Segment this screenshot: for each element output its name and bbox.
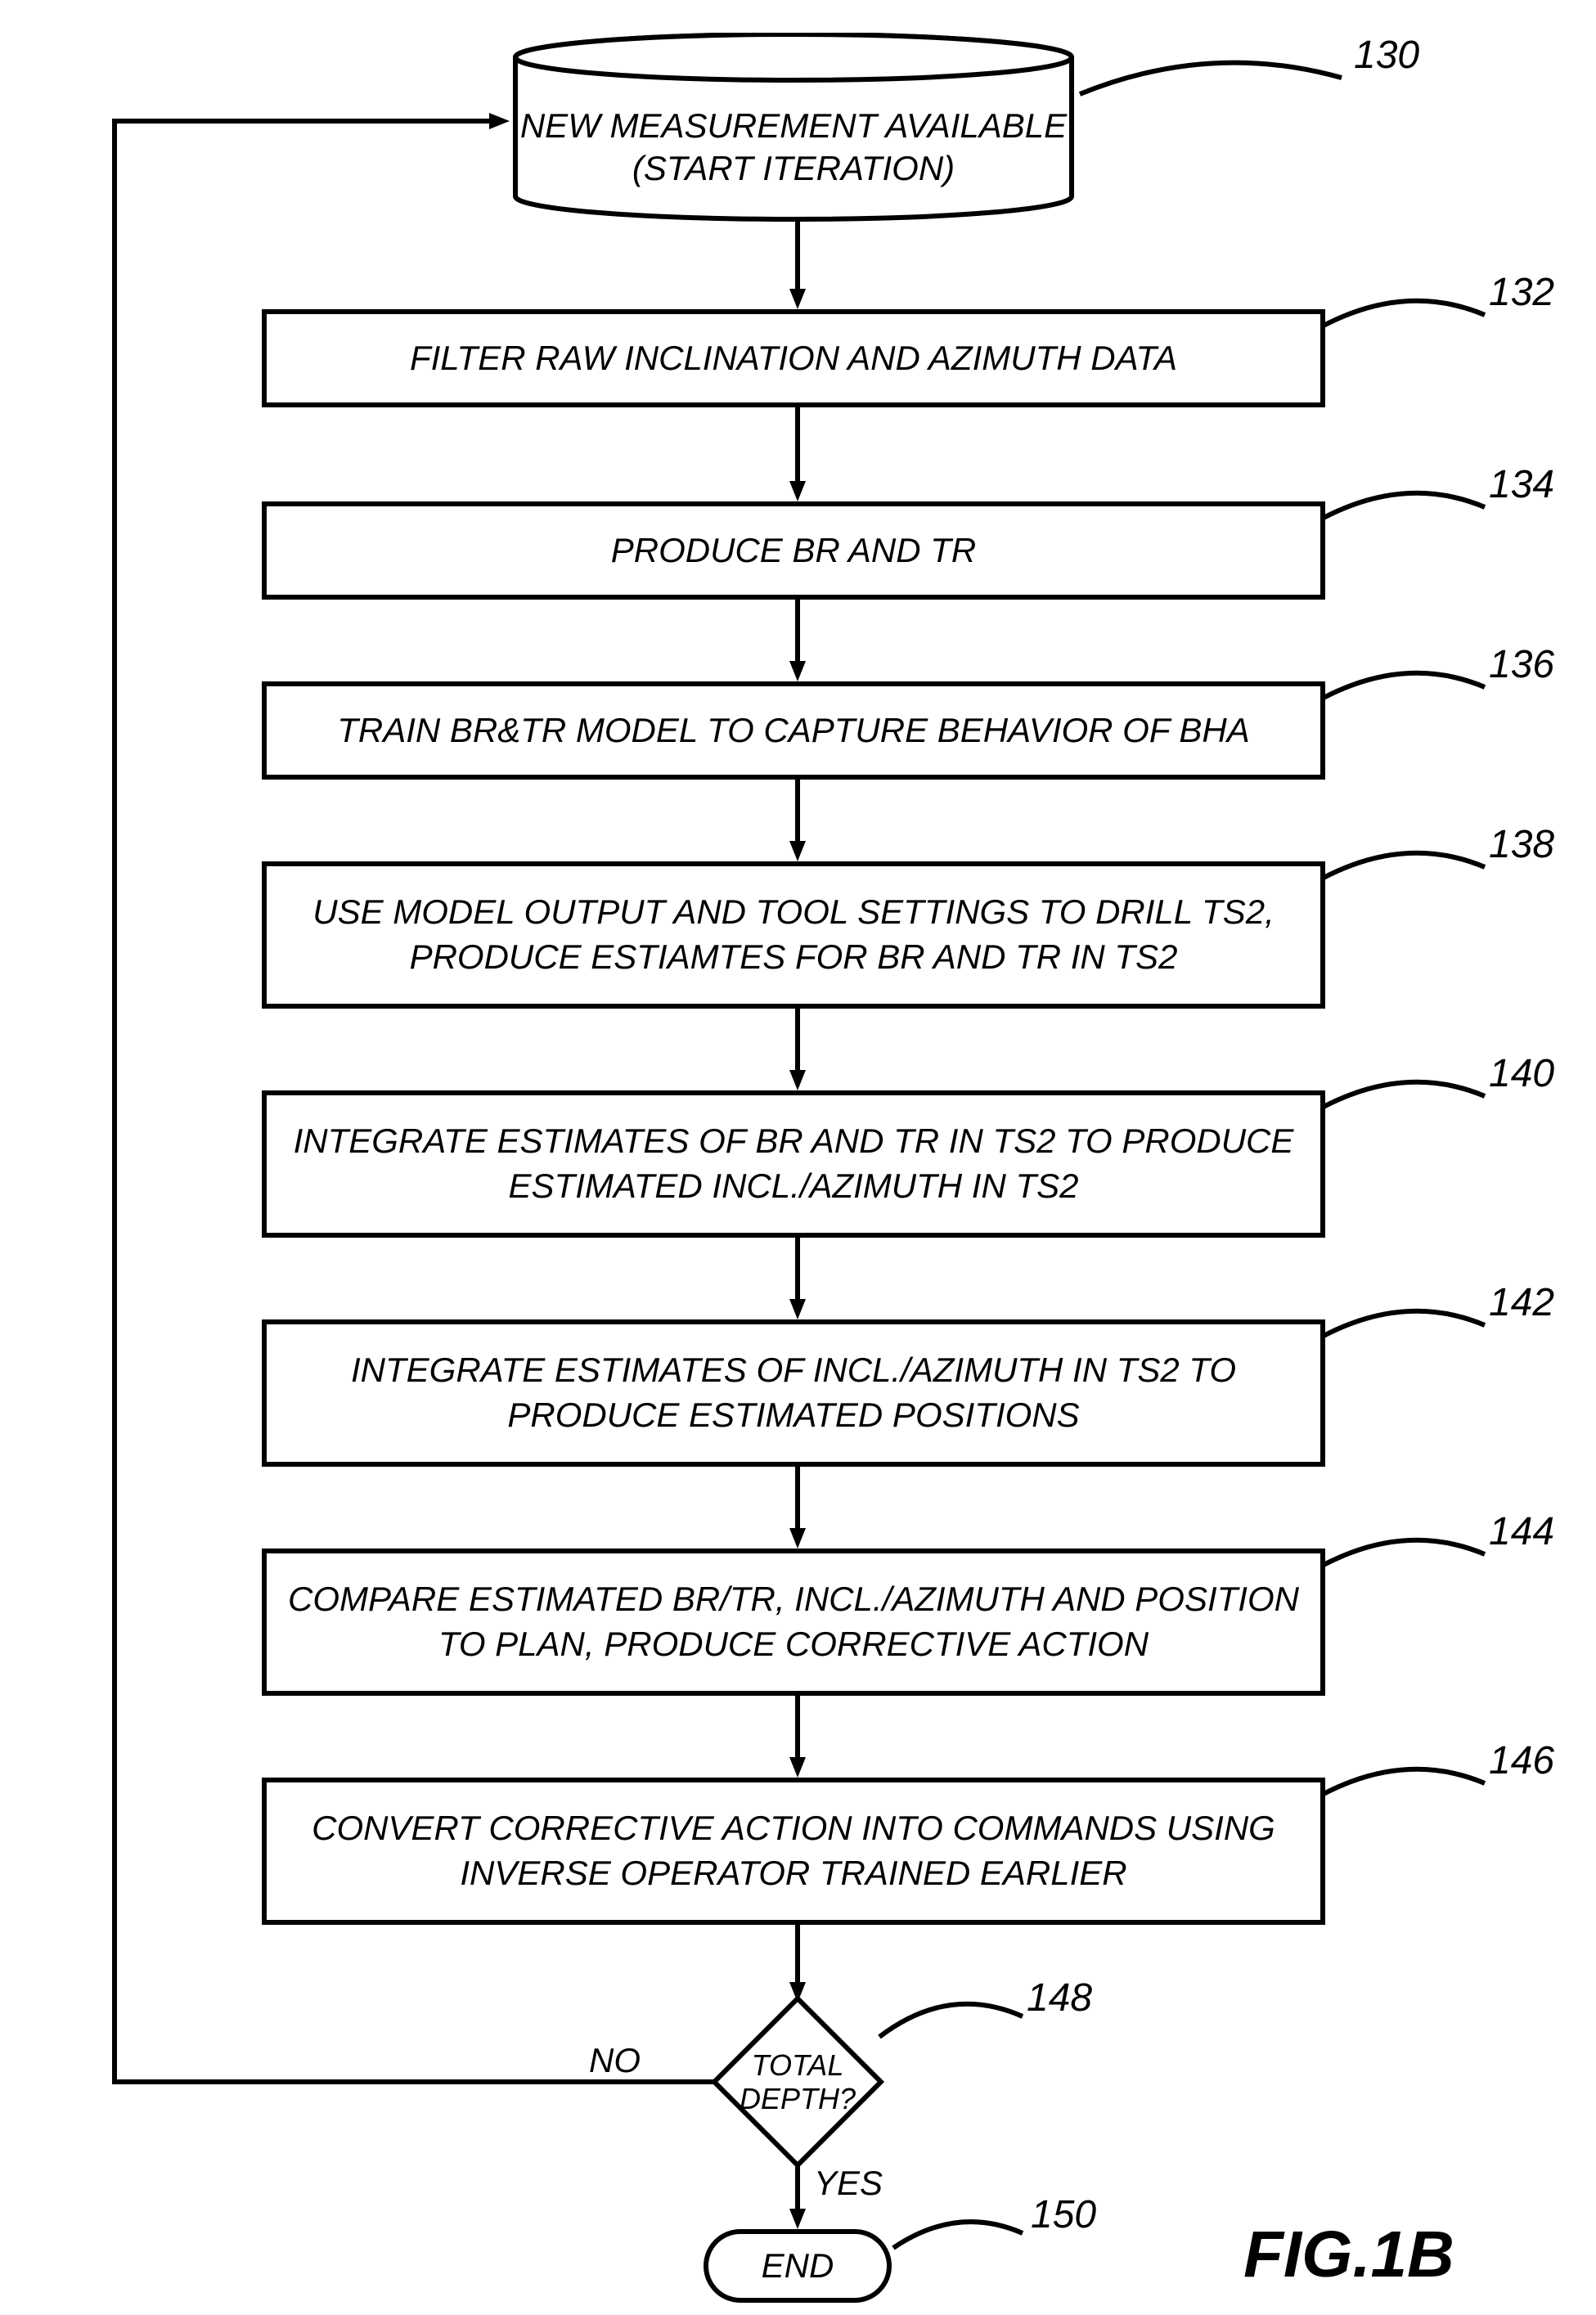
leader-148 [867,1992,1031,2049]
ref-144: 144 [1489,1509,1554,1554]
arrow-no-loop [82,115,818,2094]
leader-134 [1309,479,1497,528]
ref-132: 132 [1489,270,1554,315]
ref-140: 140 [1489,1051,1554,1096]
figure-label: FIG.1B [1243,2217,1454,2292]
leader-132 [1309,286,1497,335]
end-node: END [704,2229,892,2303]
ref-136: 136 [1489,642,1554,687]
leader-150 [883,2209,1031,2258]
leader-130 [1063,49,1358,115]
leader-136 [1309,659,1497,708]
edge-yes: YES [814,2164,883,2203]
ref-134: 134 [1489,462,1554,507]
arrow-yes-end [789,2164,806,2229]
leader-144 [1309,1526,1497,1575]
end-text: END [762,2246,834,2286]
ref-148: 148 [1027,1976,1092,2021]
ref-130: 130 [1354,33,1419,78]
leader-146 [1309,1755,1497,1804]
ref-138: 138 [1489,822,1554,867]
leader-138 [1309,838,1497,888]
leader-142 [1309,1297,1497,1346]
ref-146: 146 [1489,1738,1554,1783]
ref-150: 150 [1031,2192,1096,2237]
ref-142: 142 [1489,1280,1554,1325]
leader-140 [1309,1068,1497,1117]
